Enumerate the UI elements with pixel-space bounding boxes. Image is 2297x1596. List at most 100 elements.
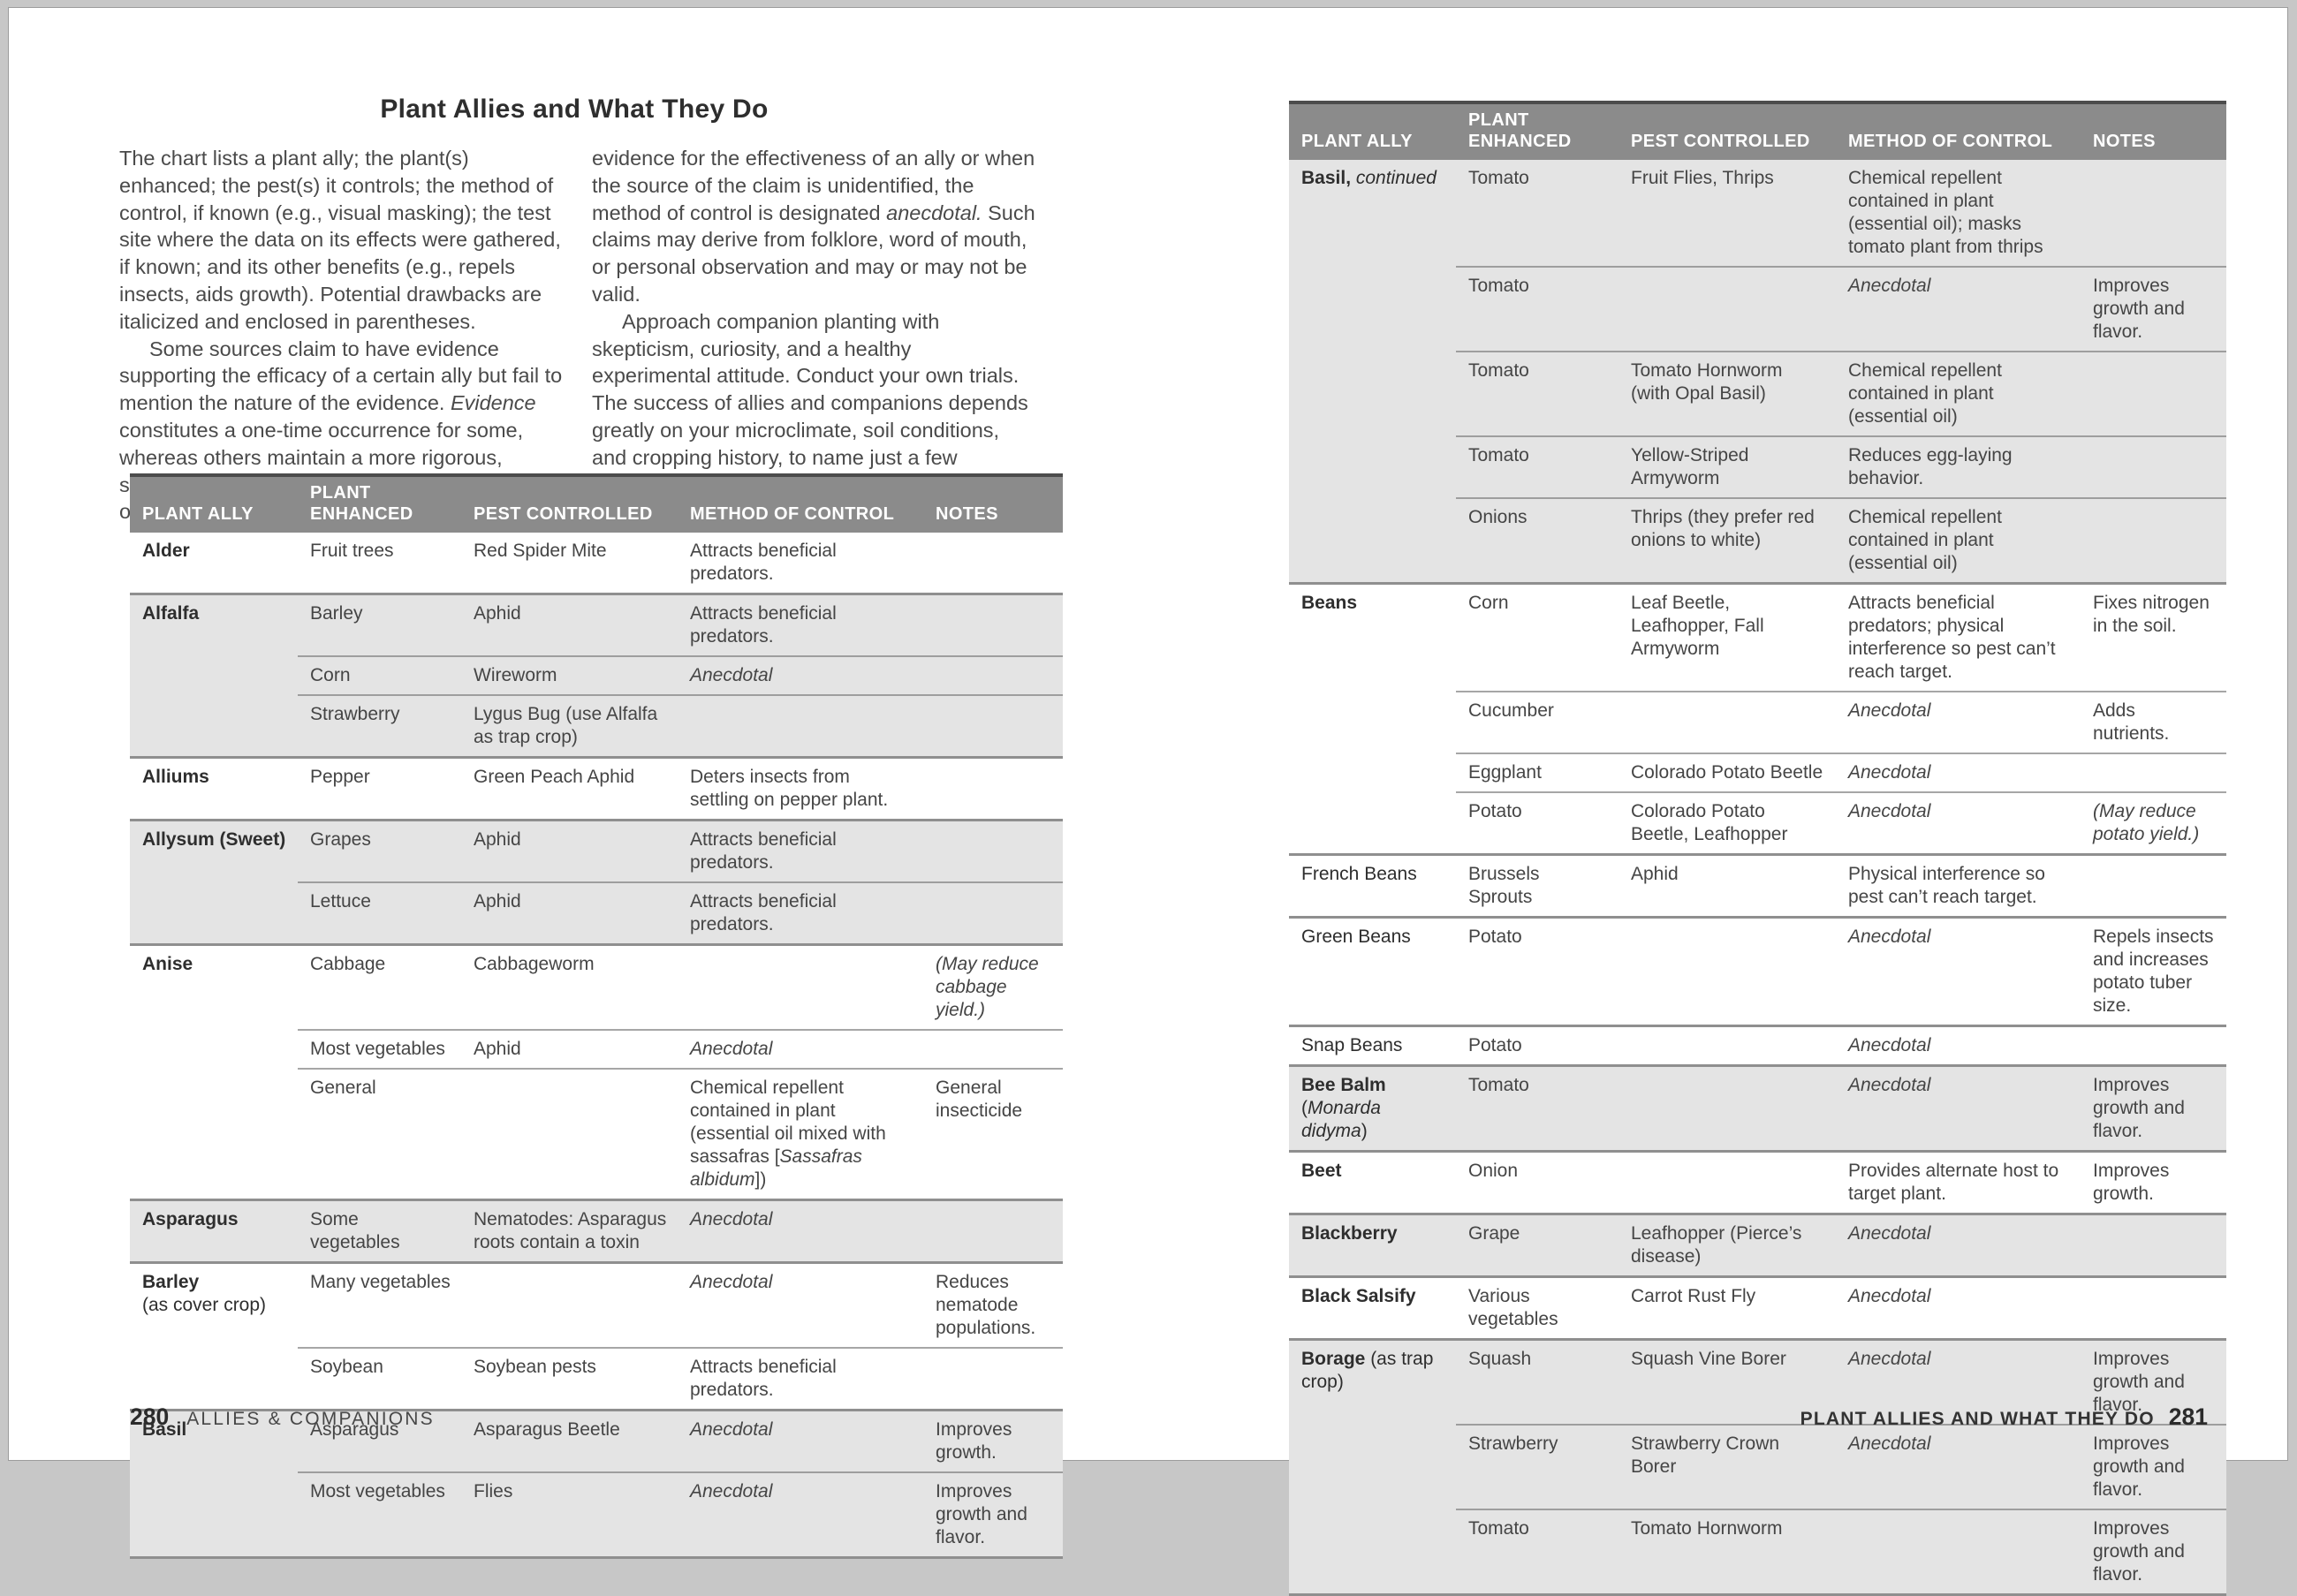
text-run: Anecdotal bbox=[1848, 276, 1931, 296]
cell-method-of-control: Anecdotal bbox=[1836, 753, 2081, 791]
table-row: Basil Asparagus Asparagus Beetle Anecdotal I… bbox=[130, 1411, 1063, 1471]
cell-method-of-control: Anecdotal bbox=[1836, 1067, 2081, 1150]
cell-pest-controlled: Carrot Rust Fly bbox=[1619, 1278, 1836, 1338]
cell-method-of-control: Attracts beneficial predators. bbox=[678, 881, 923, 943]
cell-plant-enhanced: Soybean bbox=[298, 1347, 461, 1409]
text-run: (May reduce potato yield.) bbox=[2093, 801, 2200, 844]
text-run: Fruit trees bbox=[310, 541, 394, 561]
text-run: didyma bbox=[1301, 1121, 1361, 1141]
text-run: Strawberry bbox=[310, 704, 400, 724]
cell-method-of-control: Anecdotal bbox=[1836, 1215, 2081, 1275]
footer-label-right: PLANT ALLIES AND WHAT THEY DO bbox=[1800, 1409, 2155, 1429]
text-run: Chemical repellent contained in plant (e… bbox=[1848, 168, 2043, 257]
table-row: Lettuce Aphid Attracts beneficial predator… bbox=[130, 881, 1063, 943]
cell-plant-enhanced: Most vegetables bbox=[298, 1029, 461, 1068]
text-run: Squash bbox=[1468, 1349, 1532, 1369]
cell-method-of-control: Deters insects from settling on pepper p… bbox=[678, 759, 923, 819]
cell-ally bbox=[1289, 691, 1456, 753]
cell-notes: Improves growth and flavor. bbox=[2081, 1424, 2226, 1509]
cell-ally bbox=[1289, 1424, 1456, 1509]
cell-notes: Improves growth and flavor. bbox=[2081, 1509, 2226, 1593]
text-run: Chemical repellent contained in plant (e… bbox=[1848, 360, 2002, 427]
text-run: Brussels Sprouts bbox=[1468, 864, 1540, 907]
ally-group: Borage (as trap crop) Squash Squash Vine B… bbox=[1289, 1338, 2226, 1593]
cell-method-of-control: Anecdotal bbox=[1836, 791, 2081, 853]
cell-plant-enhanced: Grapes bbox=[298, 821, 461, 881]
page-title: Plant Allies and What They Do bbox=[380, 95, 769, 124]
text-run: Leafhopper (Pierce’s disease) bbox=[1631, 1223, 1802, 1267]
text-run: Improves growth and flavor. bbox=[2093, 1433, 2185, 1500]
cell-notes bbox=[923, 1029, 1063, 1068]
cell-plant-enhanced: Potato bbox=[1456, 791, 1619, 853]
cell-notes bbox=[923, 759, 1063, 819]
cell-notes bbox=[923, 881, 1063, 943]
text-run: Anecdotal bbox=[690, 1039, 773, 1059]
text-run: Anise bbox=[142, 954, 193, 974]
cell-plant-enhanced: Onion bbox=[1456, 1153, 1619, 1213]
cell-ally: Black Salsify bbox=[1289, 1278, 1456, 1338]
text-run: Onion bbox=[1468, 1161, 1519, 1181]
text-run: Soybean bbox=[310, 1357, 383, 1377]
cell-plant-enhanced: Corn bbox=[298, 655, 461, 694]
cell-method-of-control bbox=[1836, 1509, 2081, 1593]
column-header: PLANT ALLY bbox=[142, 504, 254, 524]
table-row: Beans Corn Leaf Beetle, Leafhopper, Fall A… bbox=[1289, 585, 2226, 691]
text-run: Such claims may derive from folklore, wo… bbox=[592, 200, 1035, 306]
cell-ally: Alfalfa bbox=[130, 595, 298, 655]
cell-method-of-control: Anecdotal bbox=[1836, 919, 2081, 1025]
cell-pest-controlled bbox=[1619, 1067, 1836, 1150]
text-run: (as trap crop) bbox=[1301, 1349, 1434, 1392]
text-run: ( bbox=[1301, 1098, 1308, 1118]
cell-plant-enhanced: Barley bbox=[298, 595, 461, 655]
cell-ally: Basil bbox=[130, 1411, 298, 1471]
text-run: Basil bbox=[142, 1419, 187, 1440]
page-background: Plant Allies and What They Do The chart … bbox=[8, 7, 2288, 1596]
text-run: Thrips (they prefer red onions to white) bbox=[1631, 507, 1815, 550]
cell-pest-controlled: Flies bbox=[461, 1471, 678, 1556]
text-run: Most vegetables bbox=[310, 1039, 445, 1059]
text-run: Anecdotal bbox=[690, 1481, 773, 1501]
cell-ally bbox=[1289, 435, 1456, 497]
cell-ally: Anise bbox=[130, 946, 298, 1029]
cell-ally bbox=[1289, 497, 1456, 582]
text-run: Tomato bbox=[1468, 360, 1529, 381]
text-run: Physical interference so pest can’t reac… bbox=[1848, 864, 2045, 907]
text-run: Improves growth and flavor. bbox=[2093, 1349, 2185, 1415]
cell-pest-controlled: Aphid bbox=[1619, 856, 1836, 916]
cell-ally bbox=[130, 881, 298, 943]
cell-plant-enhanced: Strawberry bbox=[1456, 1424, 1619, 1509]
text-run: anecdotal. bbox=[886, 200, 982, 224]
text-run: Anecdotal bbox=[1848, 1433, 1931, 1454]
text-run: (as cover crop) bbox=[142, 1295, 267, 1315]
cell-plant-enhanced: Some vegetables bbox=[298, 1201, 461, 1261]
cell-method-of-control: Anecdotal bbox=[678, 655, 923, 694]
cell-notes bbox=[2081, 1027, 2226, 1064]
text-run: Deters insects from settling on pepper p… bbox=[690, 767, 889, 810]
ally-group: Black Salsify Various vegetables Carrot Ru… bbox=[1289, 1275, 2226, 1338]
cell-method-of-control: Anecdotal bbox=[678, 1201, 923, 1261]
cell-method-of-control bbox=[678, 946, 923, 1029]
text-run: Tomato bbox=[1468, 445, 1529, 465]
cell-ally: Alliums bbox=[130, 759, 298, 819]
cell-pest-controlled: Yellow-Striped Armyworm bbox=[1619, 435, 1836, 497]
cell-plant-enhanced: Grape bbox=[1456, 1215, 1619, 1275]
text-run: Tomato Hornworm (with Opal Basil) bbox=[1631, 360, 1783, 404]
cell-method-of-control: Anecdotal bbox=[678, 1264, 923, 1347]
text-run: Improves growth. bbox=[936, 1419, 1012, 1463]
cell-pest-controlled: Cabbageworm bbox=[461, 946, 678, 1029]
page-number-left: 280 bbox=[130, 1403, 170, 1430]
cell-ally bbox=[1289, 351, 1456, 435]
table-row: Most vegetables Flies Anecdotal Improves gr… bbox=[130, 1471, 1063, 1556]
cell-method-of-control bbox=[678, 694, 923, 756]
table-row: Alfalfa Barley Aphid Attracts beneficial pr… bbox=[130, 595, 1063, 655]
text-run: Corn bbox=[1468, 593, 1509, 613]
cell-ally: Borage (as trap crop) bbox=[1289, 1341, 1456, 1424]
cell-notes: Improves growth and flavor. bbox=[2081, 1067, 2226, 1150]
cell-notes: General insecticide bbox=[923, 1068, 1063, 1199]
cell-pest-controlled: Squash Vine Borer bbox=[1619, 1341, 1836, 1424]
cell-notes bbox=[2081, 753, 2226, 791]
cell-method-of-control: Anecdotal bbox=[678, 1029, 923, 1068]
table-row: French Beans Brussels Sprouts Aphid Physica… bbox=[1289, 856, 2226, 916]
text-run: Fruit Flies, Thrips bbox=[1631, 168, 1774, 188]
text-run: Grape bbox=[1468, 1223, 1520, 1244]
